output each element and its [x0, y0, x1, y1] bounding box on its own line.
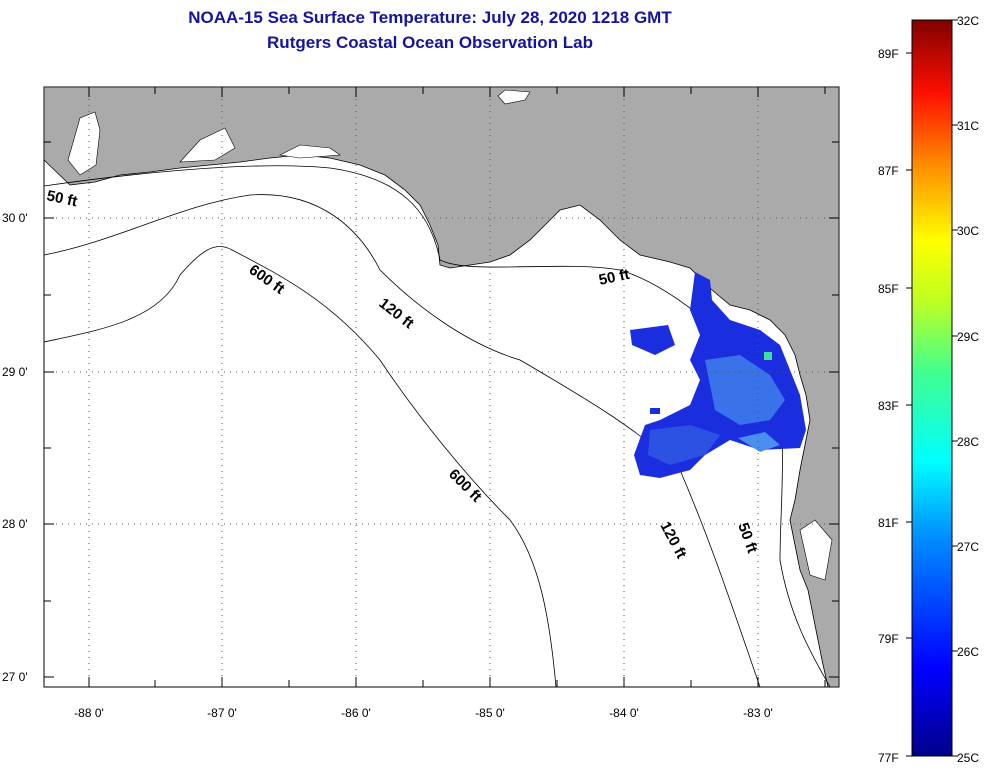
colorbar-label-77f: 77F: [878, 751, 899, 765]
colorbar-label-28c: 28C: [957, 435, 979, 449]
colorbar-label-79f: 79F: [878, 632, 899, 646]
colorbar-label-85f: 85F: [878, 282, 899, 296]
frame-ticks: [44, 87, 839, 687]
colorbar-label-26c: 26C: [957, 645, 979, 659]
map-subtitle: Rutgers Coastal Ocean Observation Lab: [267, 33, 593, 52]
lat-label-27: 27 0': [2, 670, 28, 684]
colorbar: 32C 31C 30C 29C 28C 27C 26C 25C 89F 87F …: [878, 14, 979, 765]
choctawhatchee-bay: [279, 144, 341, 159]
lon-label-87: -87 0': [207, 706, 237, 720]
lon-label-85: -85 0': [475, 706, 505, 720]
colorbar-label-83f: 83F: [878, 399, 899, 413]
map-title: NOAA-15 Sea Surface Temperature: July 28…: [188, 8, 672, 27]
colorbar-label-31c: 31C: [957, 119, 979, 133]
contour-120ft: [44, 194, 761, 687]
contour-label-50ft-bigbend: 50 ft: [597, 266, 631, 289]
colorbar-label-32c: 32C: [957, 14, 979, 28]
colorbar-label-25c: 25C: [957, 751, 979, 765]
colorbar-label-29c: 29C: [957, 330, 979, 344]
lon-label-84: -84 0': [609, 706, 639, 720]
lon-label-83: -83 0': [743, 706, 773, 720]
land-area: [44, 87, 839, 687]
lon-label-86: -86 0': [341, 706, 371, 720]
colorbar-label-81f: 81F: [878, 516, 899, 530]
colorbar-label-87f: 87F: [878, 164, 899, 178]
tampa-bay: [799, 519, 833, 581]
contour-600ft: [44, 246, 557, 687]
contour-50ft: [44, 165, 831, 687]
lat-label-30: 30 0': [2, 211, 28, 225]
colorbar-label-89f: 89F: [878, 47, 899, 61]
contour-label-50ft-west: 50 ft: [45, 187, 79, 210]
colorbar-label-27c: 27C: [957, 540, 979, 554]
pensacola-bay: [179, 127, 236, 163]
inland-lake: [497, 89, 531, 105]
graticule: [44, 87, 839, 687]
colorbar-label-30c: 30C: [957, 224, 979, 238]
lon-label-88: -88 0': [74, 706, 104, 720]
lat-label-29: 29 0': [2, 365, 28, 379]
lat-label-28: 28 0': [2, 517, 28, 531]
mobile-bay: [67, 111, 101, 176]
